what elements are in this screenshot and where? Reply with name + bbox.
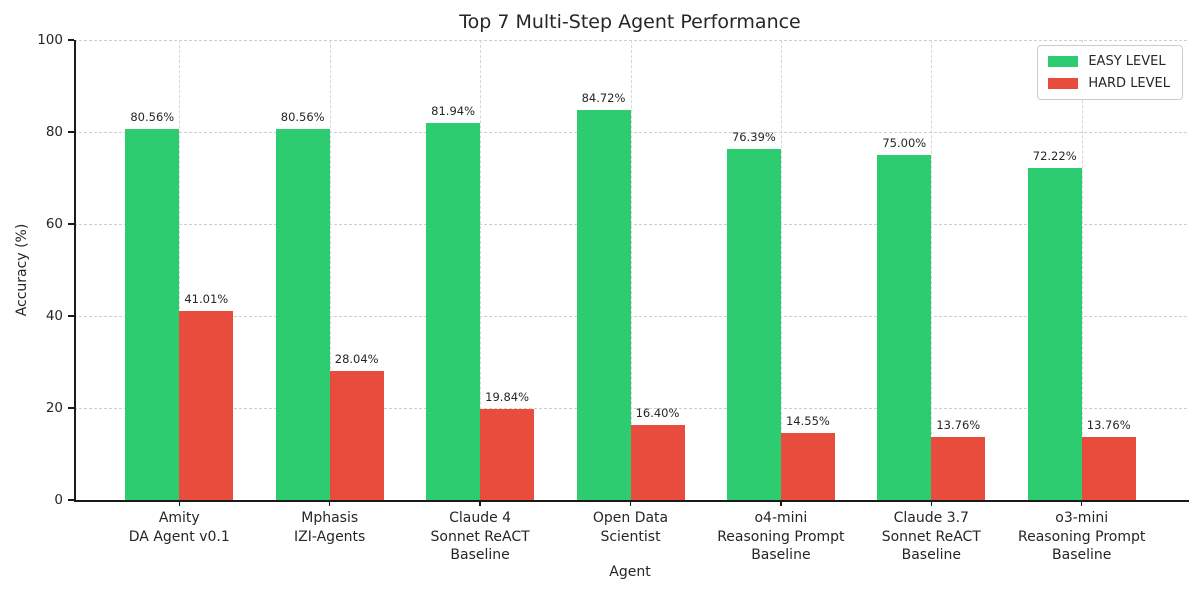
v-gridline	[179, 40, 181, 500]
y-tick	[68, 499, 74, 501]
legend-entry: EASY LEVEL	[1048, 54, 1170, 69]
x-tick-label: o4-mini Reasoning Prompt Baseline	[717, 510, 845, 563]
y-tick-label: 80	[45, 124, 63, 140]
bar-value-label: 14.55%	[785, 414, 830, 429]
x-tick	[479, 500, 481, 506]
bar-value-label: 84.72%	[581, 91, 626, 106]
x-tick-label: Claude 4 Sonnet ReACT Baseline	[430, 510, 530, 563]
v-gridline	[1081, 40, 1083, 500]
x-tick-label: Claude 3.7 Sonnet ReACT Baseline	[881, 510, 981, 563]
v-gridline	[931, 40, 933, 500]
y-tick-label: 0	[54, 492, 63, 508]
y-tick	[68, 131, 74, 133]
x-tick-label: Open Data Scientist	[592, 510, 669, 545]
legend-swatch-icon	[1048, 78, 1079, 89]
bar-hard-level-2	[480, 408, 535, 500]
bar-value-label: 13.76%	[936, 417, 981, 432]
bar-easy-level-5	[877, 155, 932, 500]
legend-swatch-icon	[1048, 56, 1079, 67]
bar-hard-level-5	[931, 436, 986, 500]
legend: EASY LEVEL HARD LEVEL	[1037, 45, 1183, 100]
bar-value-label: 16.40%	[635, 405, 680, 420]
bar-hard-level-1	[329, 371, 384, 500]
chart-title: Top 7 Multi-Step Agent Performance	[459, 11, 801, 33]
bar-hard-level-4	[780, 433, 835, 500]
bar-value-label: 81.94%	[431, 104, 476, 119]
bar-easy-level-1	[275, 129, 330, 500]
legend-label: EASY LEVEL	[1088, 54, 1166, 69]
bar-hard-level-6	[1081, 436, 1136, 500]
v-gridline	[630, 40, 632, 500]
y-tick	[68, 223, 74, 225]
x-tick	[329, 500, 331, 506]
y-tick	[68, 407, 74, 409]
v-gridline	[329, 40, 331, 500]
bar-value-label: 13.76%	[1086, 417, 1131, 432]
bar-hard-level-3	[630, 424, 685, 500]
y-tick	[68, 39, 74, 41]
legend-label: HARD LEVEL	[1088, 76, 1170, 91]
y-tick	[68, 315, 74, 317]
x-tick	[1081, 500, 1083, 506]
x-tick	[178, 500, 180, 506]
y-tick-label: 100	[37, 32, 63, 48]
x-axis-spine	[74, 500, 1189, 502]
x-tick-label: o3-mini Reasoning Prompt Baseline	[1018, 510, 1146, 563]
x-tick	[629, 500, 632, 506]
bar-easy-level-4	[726, 148, 781, 500]
bar-value-label: 19.84%	[485, 389, 530, 404]
bar-easy-level-0	[125, 129, 180, 500]
y-tick-label: 60	[45, 216, 63, 232]
x-tick-label: Mphasis IZI-Agents	[294, 510, 366, 545]
x-axis-label: Agent	[609, 564, 651, 580]
v-gridline	[780, 40, 782, 500]
bar-easy-level-3	[576, 110, 631, 500]
bar-value-label: 41.01%	[184, 292, 229, 307]
x-tick-label: Amity DA Agent v0.1	[128, 510, 230, 545]
x-tick	[780, 500, 782, 506]
y-tick-label: 20	[45, 400, 63, 416]
bar-value-label: 80.56%	[130, 110, 175, 125]
bar-value-label: 76.39%	[731, 129, 776, 144]
bar-value-label: 28.04%	[334, 352, 379, 367]
bar-value-label: 80.56%	[280, 110, 325, 125]
legend-entry: HARD LEVEL	[1048, 76, 1170, 91]
bar-easy-level-6	[1027, 167, 1082, 500]
bar-value-label: 72.22%	[1032, 148, 1077, 163]
y-tick-label: 40	[45, 308, 63, 324]
bar-easy-level-2	[426, 123, 481, 500]
bar-value-label: 75.00%	[882, 136, 927, 150]
bar-hard-level-0	[179, 311, 234, 500]
x-tick	[930, 500, 932, 506]
v-gridline	[480, 40, 482, 500]
y-axis-spine	[74, 40, 76, 502]
